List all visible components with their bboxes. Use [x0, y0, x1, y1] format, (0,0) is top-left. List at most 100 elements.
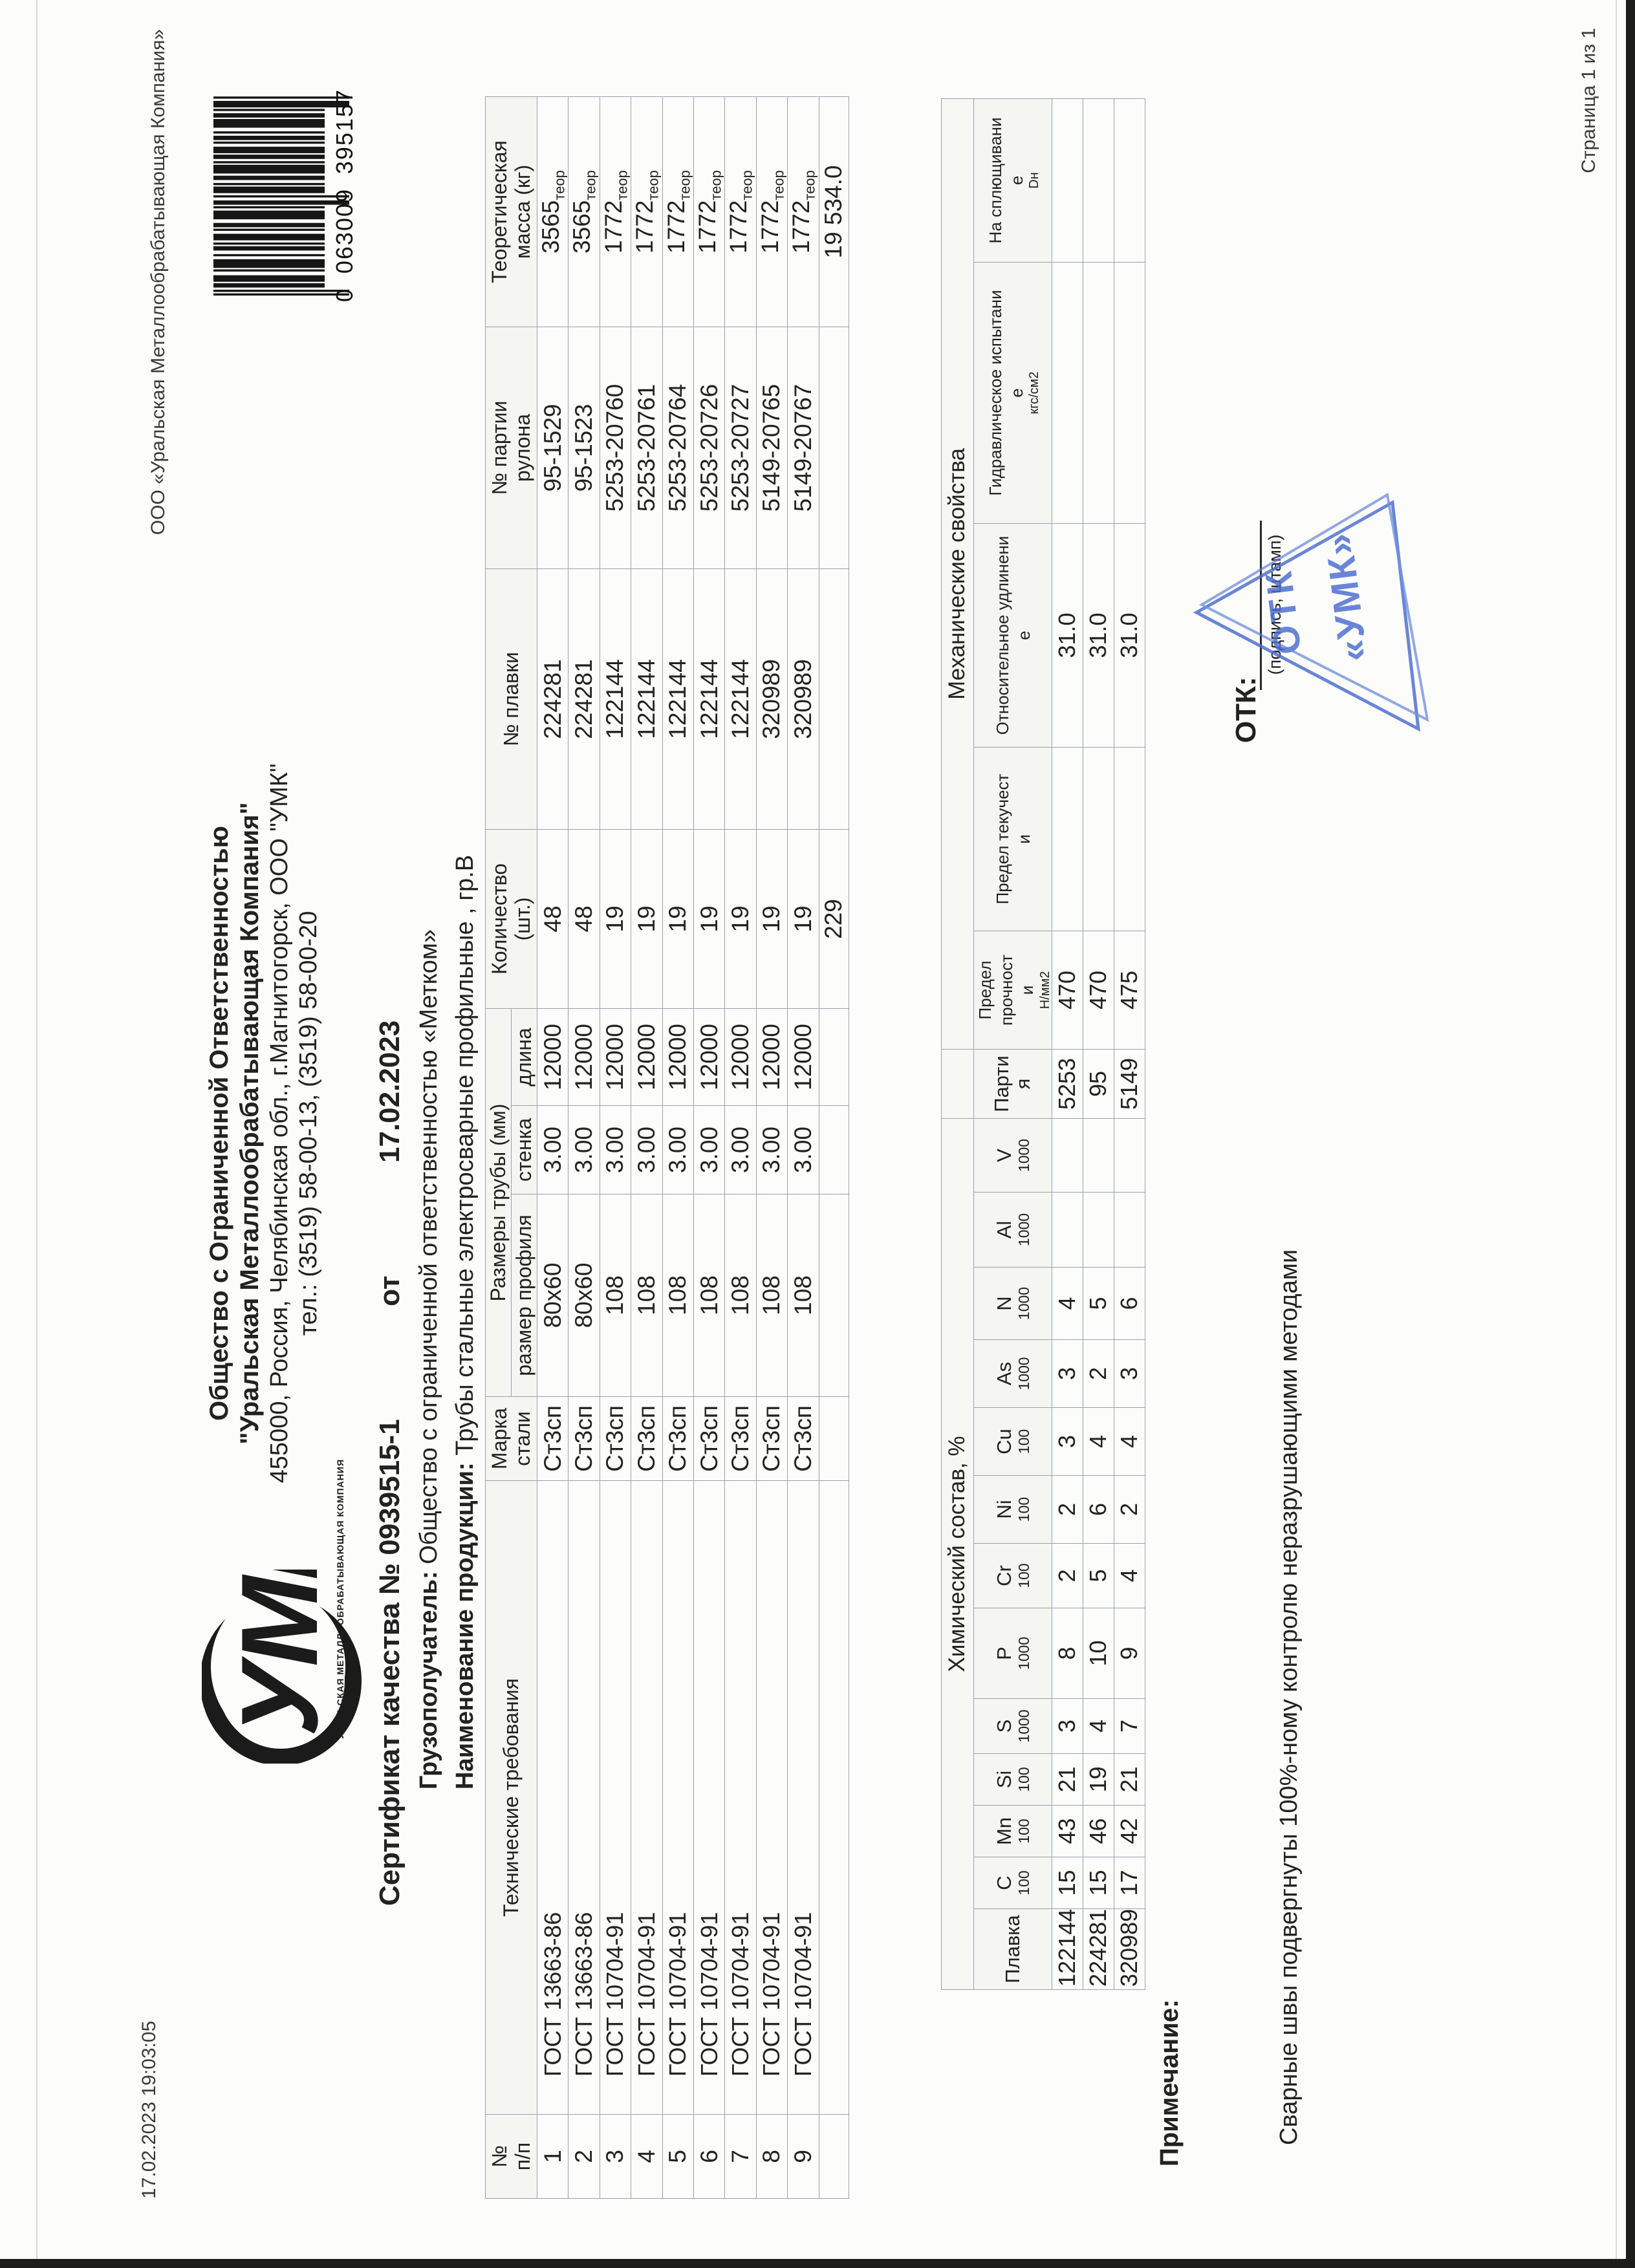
cell-quantity: 48 [537, 829, 568, 1009]
chemistry-mechanics-table: Химический состав, % Механические свойств… [941, 98, 1145, 1990]
table-row: 1 ГОСТ 13663-86 Ст3сп 80х60 3.00 12000 48 22428… [537, 96, 568, 2199]
cell-elongation: 31.0 [1052, 523, 1083, 748]
barcode-digit-prefix: 0 [331, 287, 358, 302]
cell-total-empty [819, 1194, 849, 1397]
cell-total-empty [819, 1105, 849, 1194]
table-row: Химический состав, % Механические свойств… [941, 98, 974, 1990]
cell-length: 12000 [568, 1008, 600, 1106]
cell-element-value: 43 [1052, 1805, 1083, 1857]
cell-profile-size: 108 [724, 1194, 757, 1397]
cell-requirements: ГОСТ 10704-91 [631, 1480, 663, 2115]
cell-npp: 1 [537, 2114, 568, 2199]
table-row: 122144 15 43 21 3 8 2 2 3 3 4 5253 470 31.0 [1052, 98, 1083, 1990]
cell-element-value: 8 [1052, 1608, 1083, 1699]
consignee-value: Общество с ограниченной ответственностью… [415, 929, 442, 1564]
cell-batch-number: 5149-20765 [756, 327, 788, 569]
cell-hydro-test [1083, 262, 1114, 524]
cell-elongation: 31.0 [1083, 523, 1114, 748]
company-name-line: "Уральская Металлообрабатывающая Компани… [235, 802, 265, 1445]
col-header-element-Cu: Cu 100 [973, 1407, 1052, 1476]
cell-element-value [1114, 1118, 1145, 1193]
cell-melt-number: 122144 [662, 568, 694, 830]
col-header-profile-size: размер профиля [511, 1194, 537, 1397]
table-row: 9 ГОСТ 10704-91 Ст3сп 108 3.00 12000 19 320989 5… [787, 96, 819, 2199]
cell-melt-number: 320989 [787, 568, 819, 830]
cell-total-empty [819, 1480, 849, 2115]
cell-quantity: 19 [724, 829, 757, 1009]
cell-elongation: 31.0 [1114, 523, 1145, 748]
otk-stamp-triangle-icon: ОТК «УМК» [1193, 492, 1429, 732]
cell-batch-number: 5149-20767 [787, 327, 819, 569]
cell-length: 12000 [631, 1008, 663, 1106]
cell-hydro-test [1052, 262, 1083, 524]
cell-melt-number: 224281 [537, 568, 568, 830]
cell-steel-grade: Ст3сп [600, 1396, 631, 1481]
cell-wall: 3.00 [537, 1105, 568, 1194]
col-header-element-Cr: Cr 100 [973, 1543, 1052, 1608]
col-header-batch-number: № партии рулона [485, 327, 537, 569]
cell-profile-size: 80х60 [537, 1194, 568, 1397]
cell-party: 5149 [1114, 1049, 1145, 1119]
cell-melt-number: 122144 [631, 568, 663, 830]
cell-npp: 9 [787, 2114, 819, 2199]
cell-profile-size: 80х60 [568, 1194, 600, 1397]
col-header-mech-3: Гидравлическое испытани е кгс/см2 [973, 262, 1052, 524]
consignee-label: Грузополучатель: [415, 1571, 442, 1789]
table-row: 224281 15 46 19 4 10 5 6 4 2 5 95 470 31.0 [1083, 98, 1114, 1990]
caption-spacer [941, 1049, 974, 1119]
cell-element-value: 4 [1083, 1407, 1114, 1476]
cell-element-value: 3 [1052, 1339, 1083, 1408]
cell-element-value [1114, 1192, 1145, 1268]
cell-element-value: 5 [1083, 1543, 1114, 1608]
scan-edge-shadow-left [0, 2259, 1635, 2268]
company-form-line: Общество с Ограниченной Ответственностью [205, 826, 233, 1421]
cell-npp: 8 [756, 2114, 788, 2199]
note-label: Примечание: [1155, 1999, 1184, 2166]
cell-total-empty [819, 568, 849, 830]
barcode: 0 063009 395157 [213, 89, 369, 302]
table-row: 4 ГОСТ 10704-91 Ст3сп 108 3.00 12000 19 122144 5… [631, 96, 663, 2199]
cell-yield [1114, 747, 1145, 931]
barcode-bars-icon [213, 96, 349, 296]
table-row: 3 ГОСТ 10704-91 Ст3сп 108 3.00 12000 19 122144 5… [600, 96, 631, 2199]
cell-theoretical-mass: 1772теор [724, 96, 757, 327]
product-value: Трубы стальные электросварные профильные… [451, 854, 479, 1456]
col-header-element-Al: Al 1000 [973, 1192, 1052, 1268]
cell-strength: 470 [1052, 931, 1083, 1050]
cell-steel-grade: Ст3сп [787, 1396, 819, 1481]
col-header-element-As: As 1000 [973, 1339, 1052, 1408]
cell-theoretical-mass: 1772теор [600, 96, 631, 327]
cell-profile-size: 108 [693, 1194, 725, 1397]
cell-quantity: 48 [568, 829, 600, 1009]
cell-requirements: ГОСТ 10704-91 [787, 1480, 819, 2115]
cell-element-value: 17 [1114, 1857, 1145, 1909]
cell-batch-number: 5253-20761 [631, 327, 663, 569]
cell-wall: 3.00 [756, 1105, 788, 1194]
col-header-element-N: N 1000 [973, 1267, 1052, 1340]
cell-element-value: 6 [1083, 1475, 1114, 1544]
caption-mechanical-properties: Механические свойства [941, 98, 974, 1050]
certificate-number: 0939515-1 [374, 1419, 406, 1555]
cell-steel-grade: Ст3сп [756, 1396, 788, 1481]
cell-element-value: 21 [1052, 1753, 1083, 1806]
col-header-melt-number: № плавки [485, 568, 537, 830]
cell-element-value [1083, 1192, 1114, 1268]
col-header-mech-0: Предел прочност и Н/мм2 [973, 931, 1052, 1050]
cell-profile-size: 108 [662, 1194, 694, 1397]
cell-total-empty [819, 327, 849, 569]
cell-yield [1083, 747, 1114, 931]
cell-element-value: 4 [1083, 1698, 1114, 1754]
scan-edge-shadow-bottom [1626, 0, 1635, 2268]
cell-element-value: 5 [1083, 1267, 1114, 1340]
barcode-digits: 0 063009 395157 [331, 89, 358, 302]
cell-theoretical-mass: 3565теор [568, 96, 600, 327]
certificate-title-line: Сертификат качества № 0939515-1 от 17.02… [374, 483, 406, 1906]
company-phone-line: тел.: (3519) 58-00-13, (3519) 58-00-20 [295, 911, 323, 1336]
cell-flattening [1052, 98, 1083, 263]
cell-steel-grade: Ст3сп [568, 1396, 600, 1481]
cell-npp: 3 [600, 2114, 631, 2199]
cell-profile-size: 108 [787, 1194, 819, 1397]
cell-theoretical-mass: 1772теор [693, 96, 725, 327]
cell-element-value: 4 [1052, 1267, 1083, 1340]
cell-element-value: 15 [1052, 1857, 1083, 1909]
